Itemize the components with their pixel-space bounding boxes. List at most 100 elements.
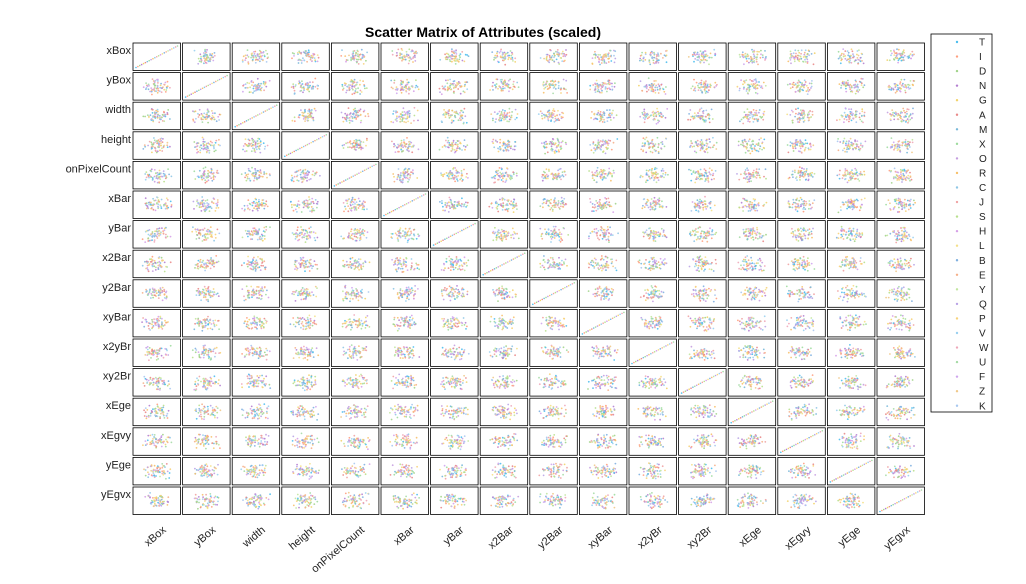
scatter-point xyxy=(647,77,650,80)
scatter-point xyxy=(497,112,499,115)
scatter-point xyxy=(451,121,454,123)
scatter-point xyxy=(403,141,405,144)
scatter-point xyxy=(153,142,155,144)
scatter-point xyxy=(204,166,207,169)
scatter-point xyxy=(894,56,897,59)
scatter-point xyxy=(246,176,249,178)
scatter-point xyxy=(639,115,642,118)
scatter-point xyxy=(402,150,405,152)
scatter-point xyxy=(551,112,554,114)
scatter-point xyxy=(203,173,206,175)
scatter-point xyxy=(693,78,695,81)
scatter-point xyxy=(247,173,250,176)
scatter-point xyxy=(553,110,556,112)
scatter-point xyxy=(263,84,266,86)
scatter-point xyxy=(494,54,497,57)
scatter-point xyxy=(648,147,650,150)
scatter-point xyxy=(258,49,261,52)
scatter-point xyxy=(901,144,904,147)
scatter-point xyxy=(359,141,362,144)
scatter-point xyxy=(703,54,705,56)
scatter-point xyxy=(900,87,902,90)
scatter-point xyxy=(753,61,756,64)
scatter-point xyxy=(249,86,252,89)
scatter-point xyxy=(655,114,658,116)
scatter-point xyxy=(660,83,663,86)
scatter-point xyxy=(207,142,210,145)
scatter-point xyxy=(555,175,557,178)
scatter-point xyxy=(738,89,741,92)
scatter-point xyxy=(543,141,546,144)
scatter-point xyxy=(704,53,707,56)
scatter-point xyxy=(202,167,205,170)
scatter-point xyxy=(357,111,359,114)
diagonal-point xyxy=(163,52,166,54)
scatter-point xyxy=(415,84,418,87)
scatter-point xyxy=(554,173,557,175)
scatter-point xyxy=(357,53,359,55)
scatter-point xyxy=(209,117,212,120)
scatter-point xyxy=(743,80,745,83)
scatter-point xyxy=(641,142,644,145)
scatter-point xyxy=(354,107,356,110)
scatter-point xyxy=(216,201,219,204)
scatter-point xyxy=(886,111,889,114)
scatter-point xyxy=(365,144,367,147)
scatter-point xyxy=(855,113,858,116)
scatter-point xyxy=(152,203,155,206)
scatter-point xyxy=(702,83,705,86)
diagonal-point xyxy=(270,107,272,109)
scatter-point xyxy=(298,58,300,61)
scatter-point xyxy=(913,53,915,56)
scatter-point xyxy=(146,85,149,87)
scatter-point xyxy=(494,139,497,142)
scatter-point xyxy=(253,144,255,147)
scatter-point xyxy=(204,48,207,51)
scatter-point xyxy=(448,117,451,119)
scatter-point xyxy=(906,108,909,110)
scatter-point xyxy=(649,53,651,56)
scatter-point xyxy=(458,54,461,57)
scatter-point xyxy=(458,117,461,120)
scatter-point xyxy=(502,56,504,59)
scatter-point xyxy=(546,80,549,83)
scatter-point xyxy=(258,53,261,55)
scatter-point xyxy=(262,142,265,145)
scatter-point xyxy=(704,50,707,52)
scatter-point xyxy=(756,174,758,177)
scatter-point xyxy=(700,177,702,180)
scatter-point xyxy=(299,59,302,61)
scatter-point xyxy=(844,150,846,153)
scatter-point xyxy=(756,114,758,117)
diagonal-point xyxy=(344,179,347,181)
scatter-point xyxy=(357,139,359,142)
scatter-point xyxy=(411,151,414,154)
scatter-point xyxy=(889,85,891,88)
scatter-point xyxy=(293,120,296,123)
scatter-point xyxy=(588,170,590,172)
scatter-point xyxy=(844,168,847,170)
scatter-point xyxy=(648,59,651,61)
scatter-point xyxy=(164,115,167,118)
scatter-point xyxy=(449,60,452,62)
scatter-point xyxy=(493,177,496,180)
scatter-point xyxy=(399,89,402,92)
scatter-point xyxy=(308,108,311,111)
scatter-point xyxy=(403,111,406,113)
scatter-point xyxy=(404,167,407,170)
scatter-point xyxy=(848,60,850,63)
scatter-point xyxy=(202,116,205,118)
scatter-point xyxy=(703,81,705,83)
scatter-point xyxy=(263,172,266,175)
scatter-point xyxy=(745,172,747,175)
diagonal-point xyxy=(317,137,320,140)
scatter-point xyxy=(306,60,308,63)
scatter-point xyxy=(736,85,739,88)
scatter-point xyxy=(406,149,409,152)
scatter-point xyxy=(261,54,264,57)
scatter-point xyxy=(266,176,268,179)
scatter-point xyxy=(212,197,215,200)
scatter-point xyxy=(156,117,159,119)
diagonal-point xyxy=(148,59,151,62)
scatter-point xyxy=(714,170,717,172)
